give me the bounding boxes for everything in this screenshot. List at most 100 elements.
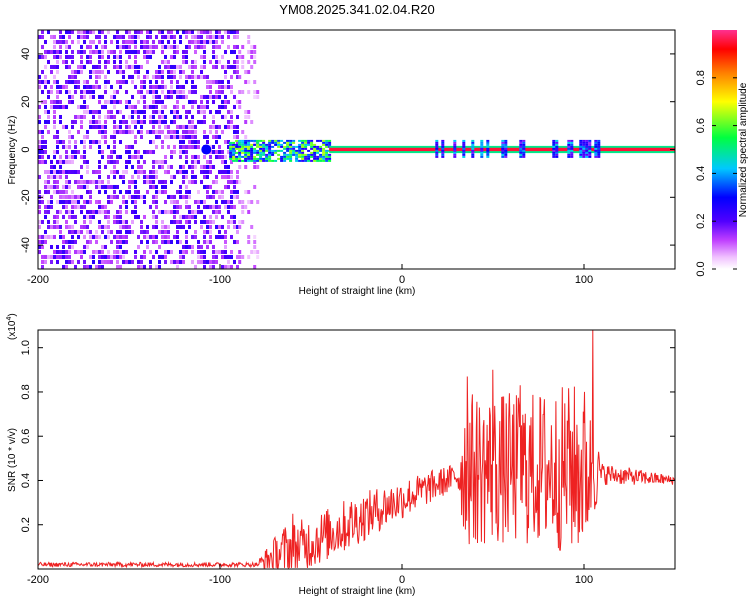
spectrogram-cell [125,200,128,204]
spectrogram-cell [236,255,239,259]
spectrogram-cell [504,149,508,152]
spectrogram-cell [95,120,98,124]
spectrogram-cell [212,65,215,69]
spectrogram-cell [173,65,176,69]
spectrogram-cell [170,240,173,244]
spectrogram-cell [594,153,598,156]
spectrogram-cell [215,80,218,84]
spectrogram-cell [134,250,137,254]
spectrogram-cell [274,151,278,154]
spectrogram-cell [235,151,239,154]
spectrogram-cell [501,153,505,156]
spectrogram-cell [194,145,197,149]
spectrogram-cell [233,30,236,34]
spectrogram-cell [471,149,475,152]
spectrogram-cell [47,220,50,224]
spectrogram-cell [89,40,92,44]
spectrogram-cell [116,260,119,264]
spectrogram-cell [203,130,206,134]
spectrogram-cell [188,210,191,214]
spectrogram-cell [74,200,77,204]
spectrogram-cell [182,30,185,34]
spectrogram-cell [71,170,74,174]
spectrogram-cell [209,240,212,244]
spectrogram-cell [59,40,62,44]
spectrogram-cell [224,205,227,209]
spectrogram-cell [122,70,125,74]
spectrogram-cell [250,159,254,162]
spectrogram-cell [110,230,113,234]
spectrogram-cell [80,70,83,74]
spectrogram-cell [170,75,173,79]
spectrogram-cell [253,157,257,160]
spectrogram-cell [95,265,98,269]
spectrogram-cell [215,35,218,39]
spectrogram-cell [203,110,206,114]
spectrogram-cell [92,235,95,239]
spectrogram-cell [170,250,173,254]
spectrogram-cell [238,255,242,259]
spectrogram-cell [241,200,245,204]
spectrogram-cell [116,185,119,189]
spectrogram-cell [143,40,146,44]
spectrogram-cell [441,151,445,154]
spectrogram-cell [59,105,62,109]
spectrogram-cell [206,95,209,99]
spectrogram-cell [125,105,128,109]
spectrogram-cell [74,180,77,184]
spectrogram-cell [182,175,185,179]
spectrogram-cell [68,250,71,254]
spectrogram-cell [247,115,251,119]
spectrogram-cell [146,55,149,59]
spectrogram-cell [134,205,137,209]
spectrogram-cell [134,40,137,44]
spectrogram-cell [86,135,89,139]
spectrogram-cell [38,145,41,149]
spectrogram-cell [244,120,248,124]
spectrogram-cell [41,240,44,244]
spectrogram-cell [227,60,230,64]
spectrogram-cell [164,105,167,109]
spectrogram-cell [50,225,53,229]
spectrogram-cell [113,185,116,189]
spectrogram-cell [95,240,98,244]
spectrogram-cell [149,150,152,154]
spectrogram-cell [289,153,293,156]
spectrogram-cell [185,190,188,194]
spectrogram-cell [128,160,131,164]
spectrogram-cell [161,30,164,34]
spectrogram-cell [71,40,74,44]
spectrogram-cell [235,143,239,146]
spectrogram-cell [155,95,158,99]
spectrogram-cell [170,70,173,74]
colorbar-tick-label: 0.6 [695,118,707,133]
spectrogram-cell [116,210,119,214]
spectrogram-cell [113,50,116,54]
spectrogram-cell [173,35,176,39]
spectrogram-cell [80,60,83,64]
spectrogram-cell [224,185,227,189]
spectrogram-cell [319,155,323,158]
spectrogram-cell [143,110,146,114]
x-tick-label: 100 [575,274,593,286]
spectrogram-cell [83,235,86,239]
spectrogram-cell [62,215,65,219]
spectrogram-cell [182,105,185,109]
spectrogram-cell [301,157,305,160]
spectrogram-cell [280,155,284,158]
spectrogram-cell [555,145,559,148]
spectrogram-cell [182,95,185,99]
spectrogram-cell [44,140,47,144]
spectrogram-cell [328,157,332,160]
spectrogram-cell [218,90,221,94]
spectrogram-cell [194,135,197,139]
spectrogram-cell [597,151,601,154]
spectrogram-cell [134,35,137,39]
spectrogram-cell [191,40,194,44]
spectrogram-cell [570,141,574,144]
spectrogram-cell [522,141,526,144]
spectrogram-cell [203,40,206,44]
spectrogram-cell [113,145,116,149]
spectrogram-cell [98,190,101,194]
spectrogram-cell [471,155,475,158]
